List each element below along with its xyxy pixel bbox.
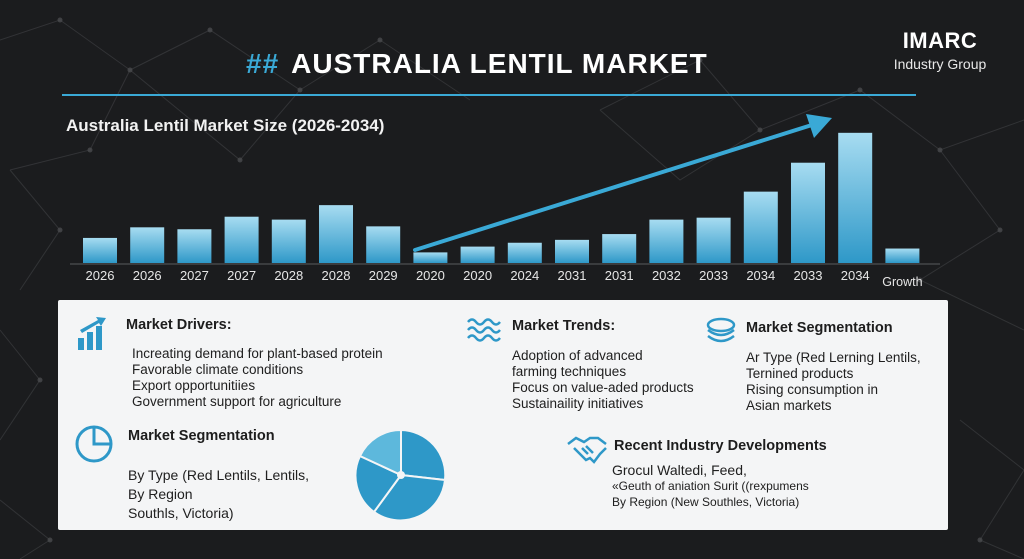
bar-16: [838, 132, 873, 263]
list-item: Asian markets: [746, 398, 832, 413]
bar-9: [507, 242, 542, 263]
x-tick-label: 2020: [416, 268, 445, 283]
list-item: Adoption of advanced: [512, 348, 643, 363]
x-tick-label: 2031: [558, 268, 587, 283]
waves-icon: [467, 318, 501, 342]
bar-4: [271, 219, 306, 263]
bar-12: [649, 219, 684, 263]
info-panel: Market Drivers: Increating demand for pl…: [58, 300, 948, 530]
trend-arrow: [413, 114, 832, 252]
list-item: Sustainaility initiatives: [512, 396, 644, 411]
handshake-icon: [567, 436, 607, 464]
x-tick-label: Growth: [882, 275, 922, 289]
x-tick-label: 2028: [322, 268, 351, 283]
bar-11: [602, 234, 637, 263]
bar-17: [885, 248, 920, 263]
list-item: Grocul Waltedi, Feed,: [612, 462, 747, 478]
list-item: By Region (New Southles, Victoria): [612, 495, 800, 509]
market-segmentation-title: Market Segmentation: [128, 428, 275, 444]
x-tick-label: 2034: [841, 268, 870, 283]
market-segmentation-section: Market Segmentation By Type (Red Lentils…: [74, 424, 374, 523]
market-segmentation-top-section: Market Segmentation Ar Type (Red Lerning…: [704, 316, 944, 414]
bar-8: [460, 246, 495, 263]
list-item: By Type (Red Lentils, Lentils,: [128, 467, 310, 483]
list-item: Increating demand for plant-based protei…: [132, 346, 383, 361]
page-title: ## AUSTRALIA LENTIL MARKET: [246, 44, 708, 84]
bar-2: [177, 229, 212, 263]
recent-developments-section: Recent Industry Developments Grocul Walt…: [566, 434, 866, 510]
list-item: «Geuth of aniation Surit ((rexpumens: [612, 479, 809, 493]
chart-title: Australia Lentil Market Size (2026-2034): [66, 116, 385, 135]
market-drivers-section: Market Drivers: Increating demand for pl…: [76, 316, 446, 410]
bar-chart: 2026 2026 2027 2027 2028 2028 2029 2020 2020 2024…: [70, 114, 940, 289]
bar-5: [319, 205, 353, 263]
market-trends-section: Market Trends: Adoption of advanced farm…: [466, 316, 706, 412]
bar-6: [366, 226, 401, 263]
x-tick-label: 2027: [227, 268, 256, 283]
bar-10: [555, 239, 589, 263]
list-item: farming techniques: [512, 364, 627, 379]
bar-3: [224, 216, 259, 263]
title-divider: [62, 94, 916, 96]
list-item: Ar Type (Red Lerning Lentils,: [746, 350, 921, 365]
title-text: AUSTRALIA LENTIL MARKET: [291, 48, 708, 79]
x-tick-label: 2027: [180, 268, 209, 283]
x-tick-label: 2033: [699, 268, 728, 283]
x-tick-label: 2033: [794, 268, 823, 283]
recent-developments-title: Recent Industry Developments: [614, 438, 827, 454]
x-tick-label: 2034: [746, 268, 775, 283]
x-tick-label: 2026: [86, 268, 115, 283]
list-item: Ternined products: [746, 366, 854, 381]
x-tick-label: 2020: [463, 268, 492, 283]
bar-0: [83, 237, 117, 263]
market-drivers-list: Increating demand for plant-based protei…: [132, 346, 446, 410]
x-tick-label: 2028: [274, 268, 303, 283]
bar-15: [791, 162, 825, 263]
bar-7: [413, 252, 448, 263]
x-tick-label: 2024: [510, 268, 539, 283]
market-drivers-title: Market Drivers:: [126, 317, 232, 333]
pie-outline-icon: [75, 425, 113, 463]
bar-13: [696, 217, 731, 263]
title-hash: ##: [246, 48, 280, 79]
list-item: Southls, Victoria): [128, 505, 234, 521]
market-segmentation-list: By Type (Red Lentils, Lentils, By Region…: [128, 466, 374, 523]
market-segmentation-top-list: Ar Type (Red Lerning Lentils, Ternined p…: [746, 350, 944, 414]
bar-14: [743, 191, 778, 263]
recent-developments-list: Grocul Waltedi, Feed, «Geuth of aniation…: [612, 462, 866, 510]
imarc-logo: IMARC Industry Group: [880, 28, 1000, 72]
x-tick-label: 2026: [133, 268, 162, 283]
segmentation-pie-graphic: [354, 428, 447, 522]
logo-subtitle: Industry Group: [893, 56, 987, 72]
x-tick-label: 2029: [369, 268, 398, 283]
list-item: Export opportunitiies: [132, 378, 256, 393]
list-item: Focus on value-aded products: [512, 380, 694, 395]
list-item: Government support for agriculture: [132, 394, 342, 409]
bar-1: [130, 227, 165, 263]
list-item: By Region: [128, 486, 193, 502]
market-segmentation-top-title: Market Segmentation: [746, 320, 893, 336]
layers-icon: [706, 317, 736, 343]
market-trends-list: Adoption of advanced farming techniques …: [512, 348, 706, 412]
logo-name: IMARC: [902, 28, 978, 53]
market-trends-title: Market Trends:: [512, 318, 616, 334]
growth-bars-icon: [78, 317, 106, 350]
list-item: Favorable climate conditions: [132, 362, 304, 377]
x-tick-label: 2032: [652, 268, 681, 283]
x-tick-label: 2031: [605, 268, 634, 283]
list-item: Rising consumption in: [746, 382, 879, 397]
